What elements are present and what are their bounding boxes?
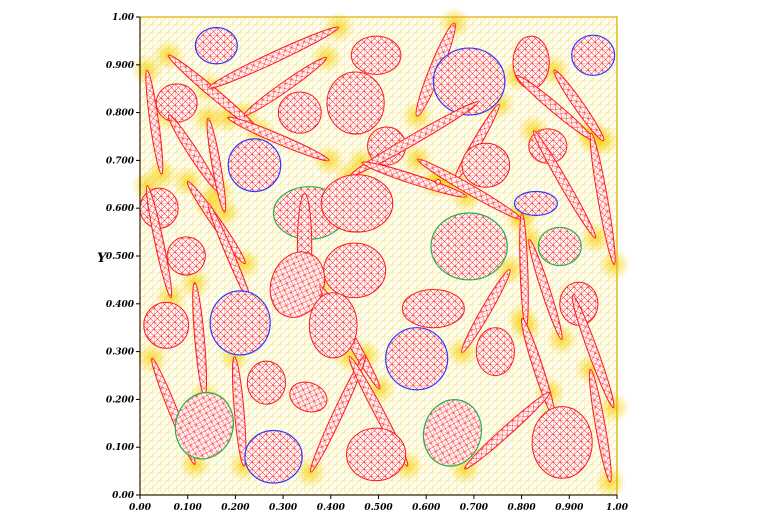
inclusion-16 (206, 117, 227, 213)
y-tick-label: 0.200 (106, 395, 135, 405)
inclusion-14 (227, 116, 330, 162)
inclusion-52 (308, 292, 358, 359)
y-tick-label: 0.400 (106, 300, 135, 310)
y-tick-label: 0.500 (106, 252, 135, 262)
x-tick-label: 0.00 (129, 503, 152, 512)
inclusion-9 (571, 34, 616, 76)
x-tick-label: 0.100 (174, 503, 203, 512)
inclusion-8 (512, 35, 550, 90)
x-tick-label: 0.300 (269, 503, 298, 512)
inclusion-61 (289, 381, 328, 413)
inclusion-21 (461, 142, 511, 188)
y-tick-label: 0.700 (106, 156, 135, 166)
inclusion-13 (326, 71, 385, 135)
x-tick-label: 0.600 (412, 503, 441, 512)
inclusion-33 (589, 132, 616, 265)
inclusion-48 (461, 269, 511, 353)
inclusion-69 (588, 368, 612, 483)
y-tick-label: 0.800 (106, 109, 135, 119)
plot-area (131, 7, 631, 499)
inclusion-11 (155, 83, 198, 123)
y-axis: 0.00 0.100 0.200 0.300 0.400 0.500 0.600 0.700 0… (97, 13, 141, 501)
inclusion-32 (532, 130, 597, 239)
inclusion-5 (350, 35, 402, 75)
inclusion-59 (231, 356, 247, 467)
y-tick-label: 0.00 (112, 491, 135, 501)
y-tick-label: 1.00 (112, 13, 135, 23)
inclusion-62 (309, 354, 367, 473)
inclusion-34 (145, 185, 173, 299)
inclusion-3 (208, 26, 339, 89)
inclusion-44 (537, 226, 582, 267)
inclusion-24 (553, 69, 605, 142)
inclusion-2 (194, 26, 238, 65)
x-tick-label: 0.500 (364, 503, 393, 512)
x-axis: 0.00 0.100 0.200 0.300 0.400 0.500 0.600 0.700 0… (129, 494, 629, 512)
inclusion-4 (243, 56, 328, 116)
inclusion-37 (323, 242, 387, 299)
y-tick-group: 0.00 0.100 0.200 0.300 0.400 0.500 0.600 0.700 0… (106, 13, 140, 501)
inclusion-39 (435, 179, 442, 185)
inclusion-group (139, 22, 616, 484)
x-tick-label: 0.900 (555, 503, 584, 512)
x-tick-label: 0.400 (317, 503, 346, 512)
inclusion-58 (174, 391, 234, 460)
inclusion-65 (346, 427, 407, 482)
inclusion-54 (475, 327, 515, 377)
inclusion-63 (244, 429, 303, 484)
inclusion-43 (528, 239, 563, 340)
inclusion-60 (246, 360, 286, 405)
inclusion-50 (209, 290, 271, 356)
x-tick-label: 0.700 (460, 503, 489, 512)
inclusion-47 (401, 288, 465, 329)
y-tick-label: 0.300 (106, 348, 135, 358)
inclusion-56 (571, 295, 615, 409)
inclusion-12 (277, 91, 322, 134)
inclusion-53 (385, 327, 449, 391)
inclusion-67 (464, 391, 551, 470)
inclusion-10 (145, 69, 164, 175)
x-tick-label: 0.200 (221, 503, 250, 512)
y-tick-label: 0.100 (106, 443, 135, 453)
inclusion-17 (227, 138, 282, 193)
inclusion-68 (531, 406, 593, 479)
inclusion-7 (432, 47, 506, 116)
inclusion-31 (513, 190, 558, 216)
inclusion-35 (166, 236, 206, 276)
x-tick-label: 0.800 (508, 503, 537, 512)
inclusion-66 (422, 399, 483, 467)
inclusion-49 (143, 301, 190, 349)
y-tick-label: 0.600 (106, 204, 135, 214)
y-axis-title: Y (97, 251, 108, 266)
inclusion-29 (361, 161, 467, 198)
inclusion-41 (430, 212, 508, 281)
x-tick-group: 0.00 0.100 0.200 0.300 0.400 0.500 0.600 0.700 0… (129, 495, 629, 512)
inclusion-28 (320, 174, 394, 233)
x-tick-label: 1.00 (606, 503, 629, 512)
y-tick-label: 0.900 (106, 61, 135, 71)
